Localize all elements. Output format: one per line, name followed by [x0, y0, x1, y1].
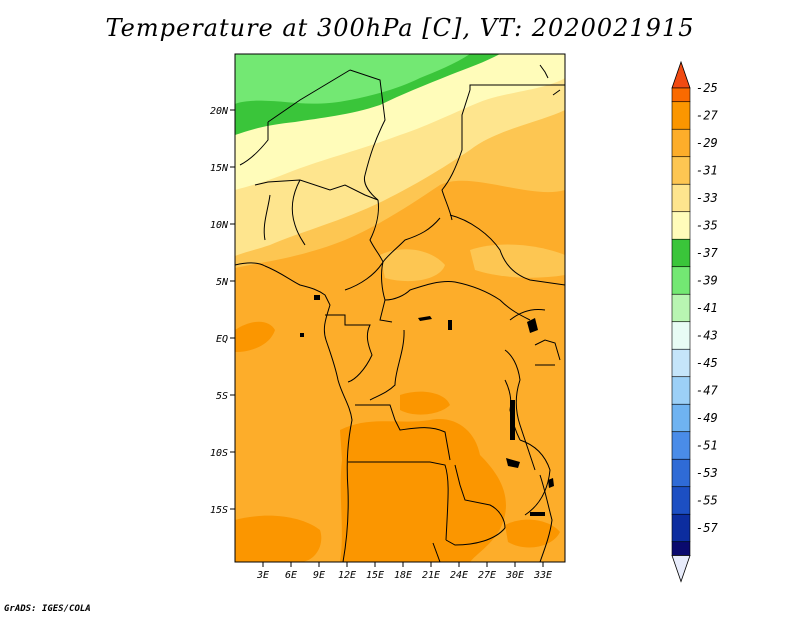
colorbar-bottom-arrow: [671, 555, 691, 583]
lat-label: 20N: [210, 106, 229, 117]
lon-label: 6E: [285, 570, 297, 581]
colorbar-box: [671, 348, 691, 378]
lat-label: 15S: [210, 505, 228, 516]
colorbar-label: -55: [696, 494, 718, 508]
field-pocket: [235, 321, 275, 352]
field-pocket: [380, 249, 445, 282]
colorbar-box: [671, 238, 691, 268]
lakes-detail: [300, 295, 554, 516]
lon-label: 12E: [338, 570, 356, 581]
field-pocket: [505, 519, 560, 548]
colorbar-box: [671, 431, 691, 460]
lat-ticks: [230, 109, 235, 510]
colorbar-label: -49: [696, 411, 718, 425]
colorbar-box: [671, 403, 691, 433]
lat-label: EQ: [216, 334, 228, 345]
colorbar: -25 -27 -29 -31 -33 -35 -37 -39 -41 -43 -45 -47 -49 -…: [671, 60, 718, 583]
lat-label: 5S: [216, 391, 228, 402]
lat-label: 5N: [216, 277, 229, 288]
colorbar-label: -29: [696, 136, 718, 150]
lon-labels: 3E 6E 9E 12E 15E 18E 21E 24E 27E 30E 33E: [256, 570, 552, 581]
grads-credit: GrADS: IGES/COLA: [4, 604, 91, 614]
colorbar-box: [671, 266, 691, 295]
colorbar-label: -25: [696, 81, 718, 95]
colorbar-label: -37: [696, 246, 718, 260]
colorbar-label: -51: [696, 439, 718, 453]
colorbar-box: [671, 101, 691, 130]
lon-label: 3E: [256, 570, 269, 581]
colorbar-label: -47: [696, 384, 718, 398]
colorbar-box: [671, 183, 691, 213]
lon-label: 27E: [478, 570, 496, 581]
colorbar-box: [671, 293, 691, 323]
colorbar-label: -39: [696, 274, 718, 288]
colorbar-label: -53: [696, 466, 718, 480]
colorbar-box: [671, 156, 691, 185]
colorbar-box: [671, 513, 691, 543]
colorbar-label: -45: [696, 356, 718, 370]
lon-label: 33E: [533, 570, 552, 581]
lon-label: 21E: [422, 570, 440, 581]
field-pocket: [470, 244, 565, 278]
lon-label: 30E: [505, 570, 524, 581]
lat-label: 10S: [210, 448, 228, 459]
lon-ticks: [262, 562, 544, 567]
lat-label: 10N: [210, 220, 229, 231]
colorbar-box: [671, 321, 691, 350]
colorbar-box: [671, 541, 691, 556]
lon-label: 24E: [450, 570, 468, 581]
temperature-field: [235, 54, 565, 562]
lat-label: 15N: [210, 163, 229, 174]
colorbar-label: -35: [696, 219, 718, 233]
map-frame: [234, 53, 566, 563]
lon-label: 15E: [366, 570, 384, 581]
colorbar-box: [671, 211, 691, 240]
colorbar-top-arrow: [671, 60, 691, 89]
lat-labels: 20N 15N 10N 5N EQ 5S 10S 15S: [210, 106, 229, 516]
field-pocket: [235, 515, 322, 562]
colorbar-box: [671, 458, 691, 488]
colorbar-label: -57: [696, 521, 718, 535]
colorbar-box: [671, 87, 691, 103]
colorbar-label: -27: [696, 109, 718, 123]
colorbar-label: -41: [696, 301, 718, 315]
lon-label: 18E: [394, 570, 412, 581]
map-title: Temperature at 300hPa [C], VT: 202002191…: [105, 14, 695, 42]
field-pocket: [400, 391, 450, 415]
colorbar-label: -33: [696, 191, 718, 205]
lon-label: 9E: [313, 570, 325, 581]
colorbar-box: [671, 486, 691, 515]
colorbar-label: -31: [696, 164, 718, 178]
field-orange-south: [340, 419, 506, 562]
colorbar-box: [671, 128, 691, 158]
colorbar-label: -43: [696, 329, 718, 343]
colorbar-box: [671, 376, 691, 405]
field-light-green: [235, 54, 470, 104]
